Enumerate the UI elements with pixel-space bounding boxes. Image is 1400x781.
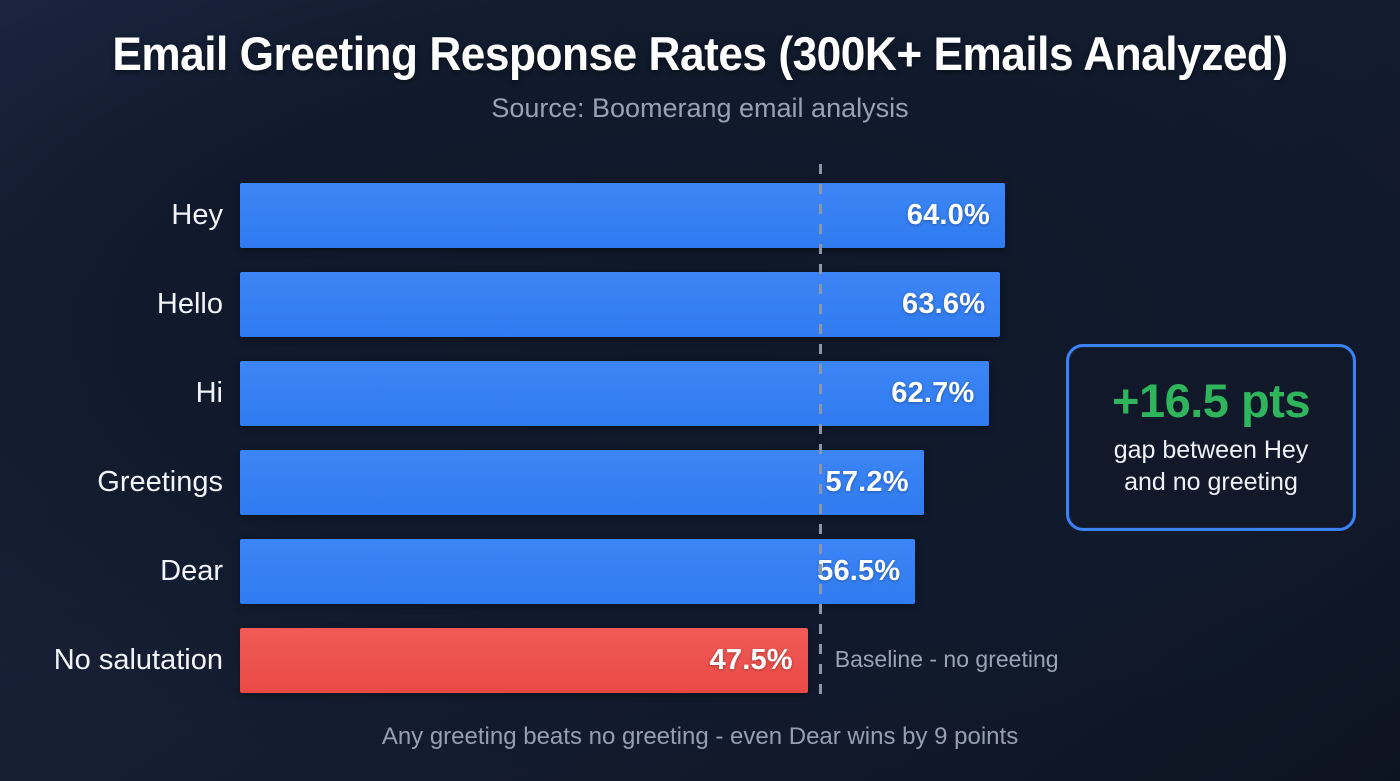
category-label: Greetings <box>97 466 223 498</box>
chart-subtitle: Source: Boomerang email analysis <box>491 93 909 123</box>
bar-row: Dear 56.5% <box>0 539 1400 604</box>
bar-value-label: 63.6% <box>901 288 986 320</box>
category-label: Dear <box>160 555 223 587</box>
bar-value-label: 56.5% <box>817 555 901 587</box>
callout-headline: +16.5 pts <box>1112 374 1310 428</box>
bar-row: Hey 64.0% <box>0 183 1400 248</box>
bar-value-label: 57.2% <box>825 466 909 498</box>
bar-row: Greetings 57.2% <box>0 450 1400 515</box>
bar-value-label: 62.7% <box>891 377 975 409</box>
bar-dear[interactable]: 56.5% <box>240 539 916 604</box>
bar-no-salutation[interactable]: 47.5% <box>240 628 808 693</box>
bar-row: No salutation 47.5% <box>0 628 1400 693</box>
bar-hey[interactable]: 64.0% <box>240 183 1005 248</box>
bar-value-label: 64.0% <box>906 199 990 231</box>
category-label: No salutation <box>53 644 223 676</box>
bar-hello[interactable]: 63.6% <box>240 272 1001 337</box>
baseline-reference-line <box>818 164 822 702</box>
bar-hi[interactable]: 62.7% <box>240 361 990 426</box>
bar-greetings[interactable]: 57.2% <box>240 450 924 515</box>
category-label: Hi <box>195 377 223 409</box>
category-label: Hello <box>156 288 223 320</box>
callout-line-1: gap between Hey <box>1113 435 1309 464</box>
gap-callout-box: +16.5 pts gap between Hey and no greetin… <box>1066 344 1356 531</box>
category-label: Hey <box>171 199 223 231</box>
bar-row: Hi 62.7% <box>0 361 1400 426</box>
bar-value-label: 47.5% <box>709 644 793 676</box>
bar-row: Hello 63.6% <box>0 272 1400 337</box>
chart-title: Email Greeting Response Rates (300K+ Ema… <box>112 27 1288 80</box>
chart-footnote: Any greeting beats no greeting - even De… <box>381 723 1019 750</box>
baseline-label: Baseline - no greeting <box>834 645 1059 672</box>
callout-line-2: and no greeting <box>1124 468 1298 497</box>
